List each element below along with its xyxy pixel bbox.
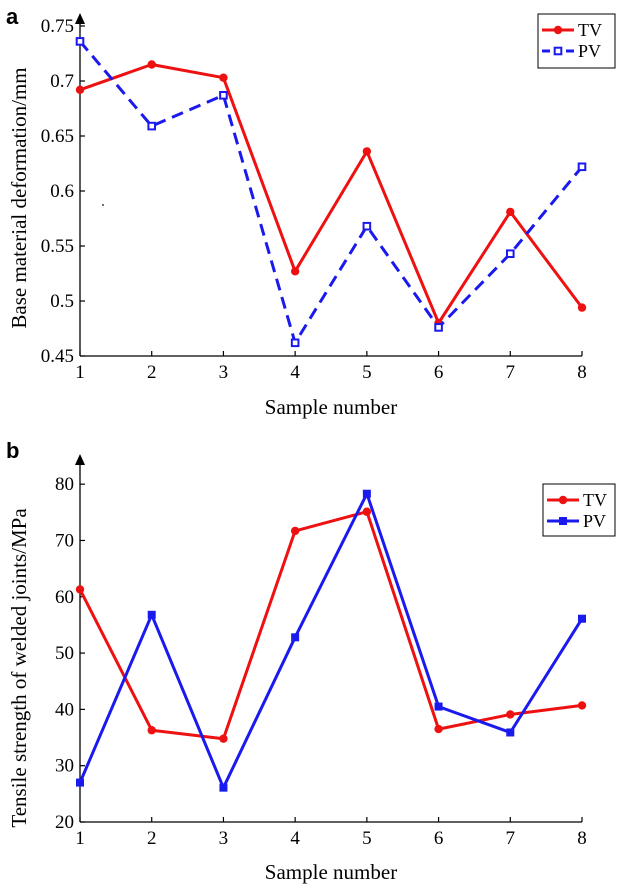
panel-b-x-tick-label: 6 (434, 828, 444, 849)
panel-a-y-axis-arrow (75, 13, 85, 24)
panel-b-point-pv (147, 610, 156, 619)
panel-a-y-tick-label: 0.45 (41, 346, 74, 367)
panel-b-point-tv (219, 734, 228, 743)
panel-a-series-line-pv (78, 40, 584, 345)
stray-dot (102, 204, 104, 206)
panel-b-legend-label-pv: PV (583, 511, 606, 531)
panel-a-point-pv (290, 338, 300, 348)
panel-a-x-axis-label: Sample number (265, 395, 397, 419)
panel-a-point-tv (219, 73, 228, 82)
panel-a-point-tv (147, 60, 156, 69)
panel-a-point-pv (75, 37, 85, 46)
panel-b-y-tick-label: 60 (55, 587, 74, 608)
panel-a-point-pv (505, 249, 515, 258)
panel-label-b: b (6, 438, 19, 463)
panel-b-y-tick-label: 30 (55, 756, 74, 777)
panel-b-x-tick-label: 1 (75, 828, 85, 849)
panel-b-point-tv (434, 724, 443, 734)
panel-a-series (75, 37, 587, 348)
panel-a-x-tick-label: 3 (219, 362, 229, 383)
panel-a-x-tick-label: 1 (75, 362, 85, 383)
panel-b-point-pv (434, 702, 443, 711)
panel-a-legend-label-tv: TV (578, 20, 602, 40)
panel-b-point-tv (362, 507, 372, 516)
panel-b-x-tick-label: 7 (506, 828, 516, 849)
panel-b-point-pv (578, 614, 586, 623)
panel-b-point-pv (362, 489, 371, 498)
panel-a-legend-marker-tv (553, 25, 563, 35)
panel-b-y-tick-label: 20 (55, 812, 74, 833)
panel-b-y-tick-label: 40 (55, 699, 74, 720)
panel-a-y-tick-label: 0.6 (50, 181, 74, 202)
panel-a-legend-label-pv: PV (578, 41, 601, 61)
panel-a-y-axis-label: Base material deformation/mm (7, 67, 31, 328)
panel-a-x-tick-label: 7 (506, 362, 516, 383)
panel-a-point-tv (577, 303, 587, 312)
panel-b-legend-marker-pv (559, 517, 567, 525)
panel-label-a: a (6, 4, 19, 29)
panel-b-point-pv (219, 783, 228, 792)
panel-a-point-tv (290, 267, 300, 276)
panel-a-point-pv (147, 121, 157, 131)
panel-b-series-line-tv (78, 510, 583, 741)
panel-a-point-pv (577, 162, 587, 172)
panel-a-y-tick-label: 0.5 (50, 291, 74, 312)
panel-b-x-tick-label: 8 (577, 828, 587, 849)
panel-a-chart: a 0.45 0.5 0.55 0.6 0.65 0.7 0.75 1 2 3 4 5 6 7 8 TVPV… (6, 4, 616, 419)
panel-b-y-tick-label: 50 (55, 643, 74, 664)
panel-a-legend-marker-pv (553, 46, 563, 56)
panel-a-point-pv (219, 91, 228, 100)
panel-b-y-axis-label: Tensile strength of welded joints/MPa (7, 508, 31, 828)
panel-b-point-tv (75, 585, 85, 594)
panel-a-y-tick-label: 0.75 (41, 16, 74, 37)
panel-b-x-axis-label: Sample number (265, 860, 397, 884)
panel-a-y-tick-label: 0.65 (41, 126, 74, 147)
panel-a-x-tick-label: 2 (147, 362, 157, 383)
panel-b-x-tick-label: 5 (362, 828, 372, 849)
panel-a-point-pv (434, 323, 443, 332)
panel-a-point-tv (506, 207, 515, 217)
panel-b-y-axis-arrow (75, 454, 85, 465)
panel-a-y-tick-label: 0.55 (41, 236, 74, 257)
panel-b-series (75, 489, 587, 792)
panel-b-point-pv (291, 633, 300, 642)
panel-b-point-tv (290, 526, 300, 536)
panel-b-legend-box (542, 483, 616, 537)
panel-a-x-tick-label: 4 (290, 362, 300, 383)
panel-a-point-pv (362, 221, 372, 231)
panel-b-series-line-pv (78, 492, 584, 790)
panel-a-y-tick-label: 0.7 (50, 71, 74, 92)
panel-b-legend-marker-tv (558, 495, 568, 505)
panel-b-point-tv (506, 710, 515, 719)
panel-b-y-tick-label: 80 (55, 474, 74, 495)
panel-b-x-tick-label: 4 (290, 828, 300, 849)
panel-b-point-tv (147, 726, 156, 735)
panel-b-point-pv (506, 728, 515, 737)
panel-a-x-tick-label: 6 (434, 362, 444, 383)
panel-a-point-tv (75, 85, 85, 95)
panel-b-axes: 20 30 40 50 60 70 80 1 2 3 4 5 6 7 8 (55, 454, 587, 849)
panel-a-axes: 0.45 0.5 0.55 0.6 0.65 0.7 0.75 1 2 3 4 5 6 7 8 (41, 13, 587, 383)
panel-b-legend-label-tv: TV (583, 490, 607, 510)
panel-a-x-tick-label: 8 (577, 362, 587, 383)
panel-b-x-tick-label: 3 (219, 828, 229, 849)
panel-b-point-pv (76, 778, 84, 787)
panel-a-point-tv (362, 147, 372, 156)
panel-b-y-tick-label: 70 (55, 530, 74, 551)
panel-a-x-tick-label: 5 (362, 362, 372, 383)
panel-a-series-line-tv (79, 63, 584, 325)
panel-b-x-tick-label: 2 (147, 828, 157, 849)
panel-a-legend-box (537, 13, 616, 69)
panel-b-point-tv (577, 701, 587, 710)
